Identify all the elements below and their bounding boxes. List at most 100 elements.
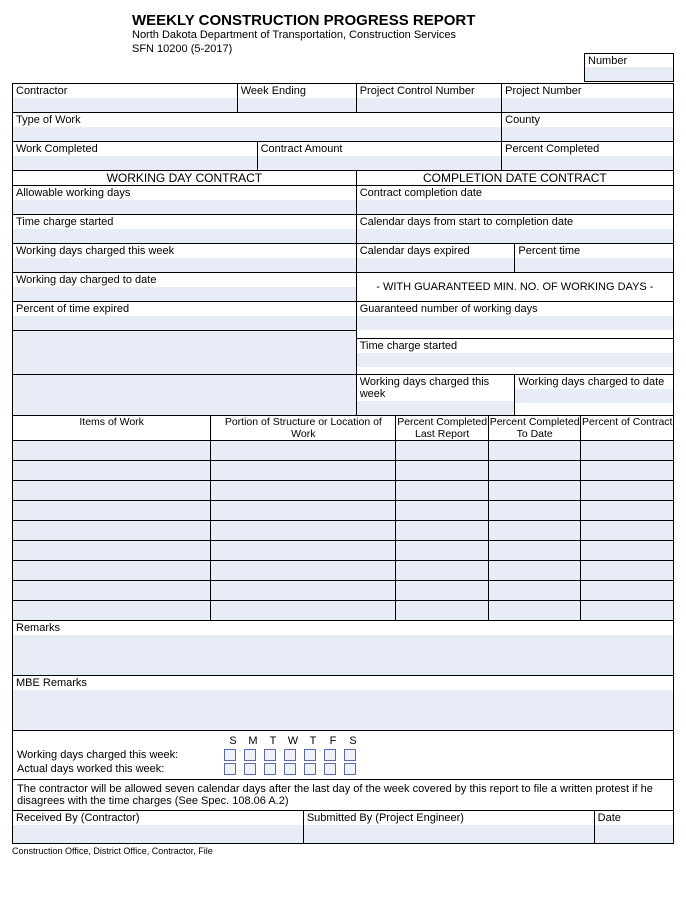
table-cell[interactable] (396, 561, 489, 581)
table-cell[interactable] (211, 561, 396, 581)
day-checkbox[interactable] (324, 763, 336, 775)
table-cell[interactable] (581, 601, 674, 621)
pcn-input[interactable] (357, 98, 501, 112)
cal-days-start-input[interactable] (357, 229, 673, 243)
percent-completed-input[interactable] (502, 156, 673, 170)
table-cell[interactable] (488, 441, 581, 461)
remarks-input[interactable] (13, 635, 673, 675)
table-cell[interactable] (396, 541, 489, 561)
table-cell[interactable] (396, 441, 489, 461)
charged-this-week-r-input[interactable] (357, 401, 515, 415)
table-cell[interactable] (211, 441, 396, 461)
contract-amount-input[interactable] (258, 156, 502, 170)
table-cell[interactable] (13, 521, 211, 541)
charged-to-date-l-input[interactable] (13, 287, 356, 301)
page-title: WEEKLY CONSTRUCTION PROGRESS REPORT (132, 12, 674, 29)
charged-this-week-l-input[interactable] (13, 258, 356, 272)
day-checkbox[interactable] (244, 763, 256, 775)
submitted-by-label: Submitted By (Project Engineer) (304, 811, 594, 825)
table-cell[interactable] (488, 521, 581, 541)
table-cell[interactable] (396, 501, 489, 521)
submitted-by-input[interactable] (304, 825, 594, 843)
table-cell[interactable] (13, 581, 211, 601)
date-input[interactable] (595, 825, 673, 843)
charged-to-date-r-input[interactable] (515, 389, 673, 403)
table-cell[interactable] (488, 581, 581, 601)
table-cell[interactable] (211, 501, 396, 521)
day-checkbox[interactable] (264, 763, 276, 775)
table-cell[interactable] (488, 561, 581, 581)
day-letter: S (343, 735, 363, 747)
percent-time-input[interactable] (515, 258, 673, 272)
cal-days-expired-input[interactable] (357, 258, 515, 272)
work-completed-label: Work Completed (13, 142, 257, 156)
completion-date-label: Contract completion date (357, 186, 673, 200)
table-cell[interactable] (13, 601, 211, 621)
contractor-input[interactable] (13, 98, 237, 112)
table-cell[interactable] (13, 461, 211, 481)
county-input[interactable] (502, 127, 673, 141)
table-cell[interactable] (488, 481, 581, 501)
table-cell[interactable] (581, 481, 674, 501)
table-cell[interactable] (581, 441, 674, 461)
day-checkbox[interactable] (224, 749, 236, 761)
day-checkbox[interactable] (264, 749, 276, 761)
time-charge-started-r-input[interactable] (357, 353, 673, 367)
table-cell[interactable] (581, 461, 674, 481)
number-input[interactable] (585, 67, 673, 81)
received-by-input[interactable] (13, 825, 303, 843)
table-cell[interactable] (581, 541, 674, 561)
project-number-label: Project Number (502, 84, 673, 98)
day-checkbox[interactable] (244, 749, 256, 761)
table-cell[interactable] (488, 541, 581, 561)
table-cell[interactable] (211, 601, 396, 621)
day-checkbox[interactable] (304, 749, 316, 761)
day-checkbox[interactable] (344, 749, 356, 761)
table-cell[interactable] (581, 581, 674, 601)
table-cell[interactable] (396, 481, 489, 501)
table-cell[interactable] (488, 601, 581, 621)
table-cell[interactable] (211, 521, 396, 541)
table-row (13, 601, 674, 621)
project-number-input[interactable] (502, 98, 673, 112)
col-pc-todate: Percent Completed To Date (488, 416, 581, 441)
day-checkbox[interactable] (344, 763, 356, 775)
col-pc-last: Percent Completed Last Report (396, 416, 489, 441)
time-charge-started-l-input[interactable] (13, 229, 356, 243)
table-cell[interactable] (211, 481, 396, 501)
table-cell[interactable] (396, 521, 489, 541)
table-cell[interactable] (488, 501, 581, 521)
mbe-remarks-input[interactable] (13, 690, 673, 730)
day-checkbox[interactable] (284, 749, 296, 761)
percent-time-expired-input[interactable] (13, 316, 356, 330)
table-cell[interactable] (13, 561, 211, 581)
table-cell[interactable] (396, 461, 489, 481)
day-checkbox[interactable] (284, 763, 296, 775)
table-cell[interactable] (13, 541, 211, 561)
table-cell[interactable] (211, 461, 396, 481)
allowable-input[interactable] (13, 200, 356, 214)
table-row (13, 561, 674, 581)
table-cell[interactable] (211, 541, 396, 561)
table-cell[interactable] (396, 601, 489, 621)
work-completed-input[interactable] (13, 156, 257, 170)
table-cell[interactable] (581, 501, 674, 521)
guaranteed-number-input[interactable] (357, 316, 673, 330)
protest-text: The contractor will be allowed seven cal… (12, 780, 674, 811)
day-checkbox[interactable] (224, 763, 236, 775)
table-cell[interactable] (396, 581, 489, 601)
completion-date-input[interactable] (357, 200, 673, 214)
day-checkbox[interactable] (304, 763, 316, 775)
table-cell[interactable] (581, 521, 674, 541)
table-cell[interactable] (13, 501, 211, 521)
table-cell[interactable] (13, 481, 211, 501)
week-ending-input[interactable] (238, 98, 356, 112)
table-cell[interactable] (488, 461, 581, 481)
number-box: Number (584, 53, 674, 82)
day-checkbox[interactable] (324, 749, 336, 761)
type-of-work-input[interactable] (13, 127, 501, 141)
table-cell[interactable] (581, 561, 674, 581)
table-cell[interactable] (211, 581, 396, 601)
contract-sections: WORKING DAY CONTRACT COMPLETION DATE CON… (12, 171, 674, 416)
table-cell[interactable] (13, 441, 211, 461)
